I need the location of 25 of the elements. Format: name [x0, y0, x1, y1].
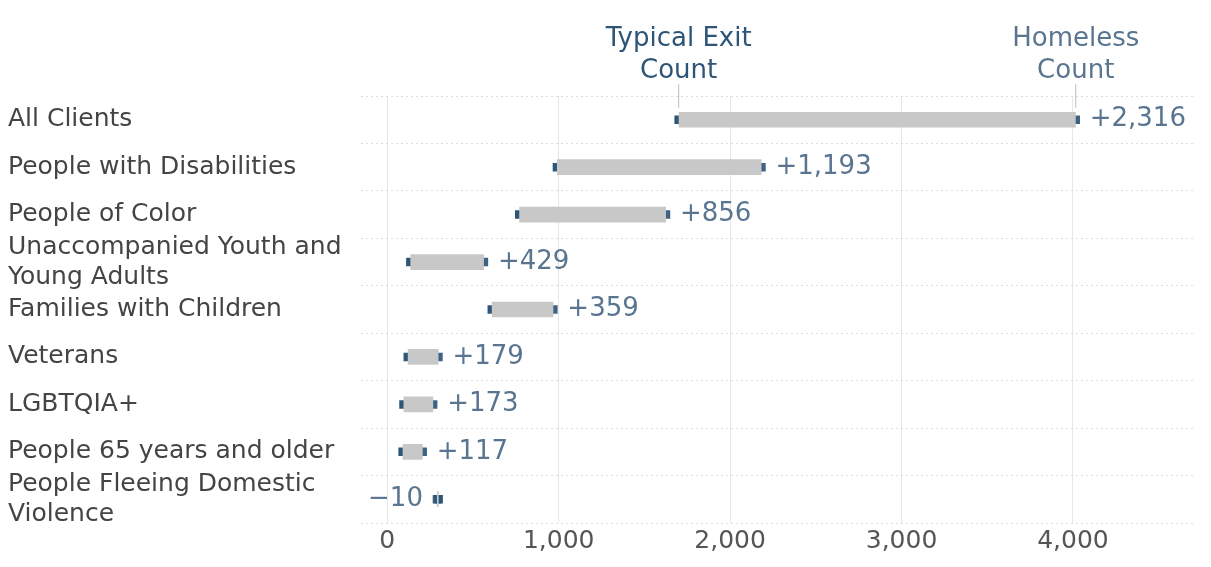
annotation: Homeless Count — [1012, 22, 1140, 84]
data-label: +856 — [679, 197, 752, 228]
y-tick-label: Veterans — [8, 340, 119, 370]
x-tick-label: 3,000 — [865, 524, 938, 554]
y-tick-label: People with Disabilities — [8, 150, 297, 180]
y-tick-label: Unaccompanied Youth and Young Adults — [7, 230, 342, 290]
x-tick-label: 4,000 — [1037, 524, 1109, 554]
y-tick-label: All Clients — [8, 103, 133, 133]
data-label: +359 — [567, 292, 639, 323]
y-tick-label: People Fleeing Domestic Violence — [8, 467, 316, 527]
data-label: −10 — [368, 482, 423, 513]
data-label: +179 — [452, 339, 524, 370]
data-label: +429 — [497, 244, 570, 275]
x-tick-label: 2,000 — [694, 524, 766, 554]
annotation: Typical Exit Count — [604, 22, 752, 84]
x-tick-label: 1,000 — [522, 524, 595, 554]
data-label: +173 — [447, 387, 519, 418]
data-label: +117 — [436, 434, 509, 465]
y-tick-label: LGBTQIA+ — [8, 387, 139, 417]
x-tick-label: 0 — [379, 524, 396, 554]
data-label: +1,193 — [775, 149, 872, 180]
y-tick-label: People of Color — [8, 198, 198, 228]
y-tick-label: People 65 years and older — [8, 435, 335, 465]
data-label: +2,316 — [1089, 102, 1186, 133]
y-tick-label: Families with Children — [8, 293, 282, 322]
